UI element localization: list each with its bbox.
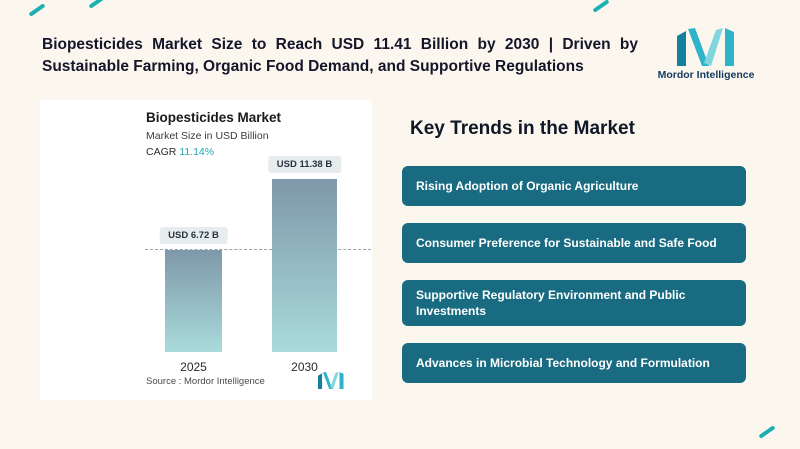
trend-card-consumer-preference: Consumer Preference for Sustainable and … xyxy=(402,223,746,263)
trend-card-regulatory-environment: Supportive Regulatory Environment and Pu… xyxy=(402,280,746,327)
chart-cagr: CAGR 11.14% xyxy=(146,146,214,158)
page-title-line1: Biopesticides Market Size to Reach USD 1… xyxy=(42,36,638,53)
decorative-dash xyxy=(592,0,610,13)
trends-heading: Key Trends in the Market xyxy=(410,118,635,139)
bar-2025 xyxy=(165,250,222,352)
decorative-dash xyxy=(88,0,106,9)
x-axis-label: 2030 xyxy=(291,360,318,374)
trend-card-microbial-technology: Advances in Microbial Technology and For… xyxy=(402,343,746,384)
mordor-m-icon xyxy=(648,28,764,66)
brand-name: Mordor Intelligence xyxy=(657,69,755,81)
cagr-label: CAGR xyxy=(146,146,177,158)
bar-group-2025: USD 6.72 B 2025 xyxy=(159,170,228,374)
bar-value-label: USD 6.72 B xyxy=(159,227,228,244)
trend-list: Rising Adoption of Organic Agriculture C… xyxy=(402,166,746,384)
cagr-value: 11.14% xyxy=(179,146,215,158)
chart-subtitle: Market Size in USD Billion xyxy=(146,130,269,142)
trend-card-organic-agriculture: Rising Adoption of Organic Agriculture xyxy=(402,166,746,206)
source-label: Source : Mordor Intelligence xyxy=(146,376,265,387)
chart-title: Biopesticides Market xyxy=(146,110,282,125)
mordor-m-icon-small xyxy=(318,372,344,394)
decorative-dash xyxy=(758,425,776,439)
reference-line xyxy=(145,249,371,250)
bar-value-label: USD 11.38 B xyxy=(267,156,342,173)
bar-chart-plot: USD 6.72 B 2025 USD 11.38 B 2030 xyxy=(145,156,377,374)
page-title-line2: Sustainable Farming, Organic Food Demand… xyxy=(42,58,584,75)
bar-group-2030: USD 11.38 B 2030 xyxy=(267,156,342,374)
decorative-dash xyxy=(28,3,46,17)
x-axis-label: 2025 xyxy=(180,360,207,374)
brand-logo: Mordor Intelligence xyxy=(648,28,764,81)
bar-2030 xyxy=(272,179,337,352)
page-title: Biopesticides Market Size to Reach USD 1… xyxy=(42,34,638,78)
chart-card: Biopesticides Market Market Size in USD … xyxy=(40,100,372,400)
